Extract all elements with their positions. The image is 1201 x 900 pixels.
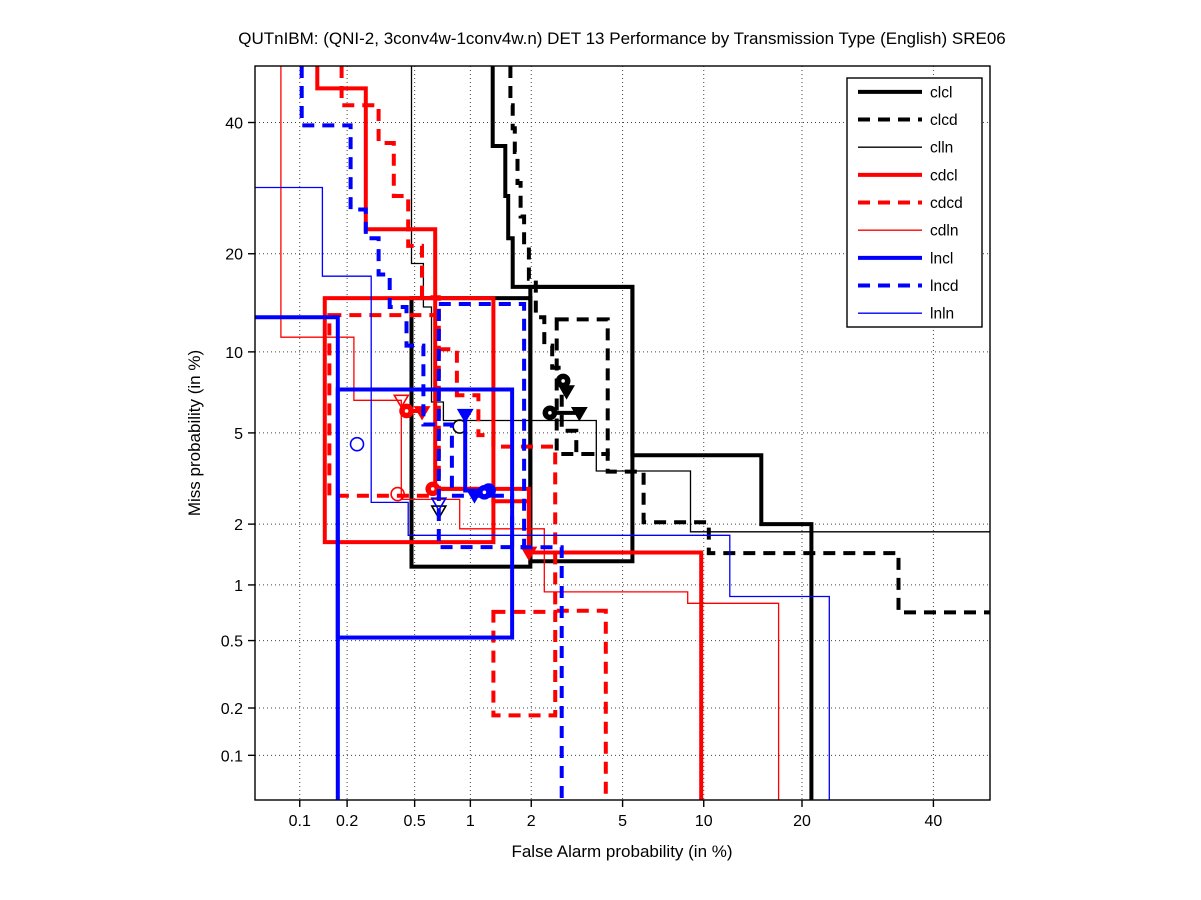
marker-triangle-clcd xyxy=(558,385,575,400)
legend-label-lncl: lncl xyxy=(930,250,953,267)
marker-triangle-cdln xyxy=(392,394,410,409)
marker-triangle-lncd xyxy=(466,489,483,504)
x-tick-label: 0.1 xyxy=(289,813,311,830)
tick-label-layer: 0.1 0.2 0.5 1 2 5 10 20 40 0.1 0.2 0.5 1 2 5 10 20 40 xyxy=(221,116,943,830)
y-tick-label: 0.5 xyxy=(221,634,243,651)
legend-label-clln: clln xyxy=(930,140,953,157)
dcf-box-lncl xyxy=(335,387,515,640)
x-tick-label: 40 xyxy=(925,813,943,830)
x-tick-label: 1 xyxy=(466,813,475,830)
x-tick-label: 20 xyxy=(793,813,811,830)
axes-frame xyxy=(248,65,991,807)
legend-label-lnln: lnln xyxy=(930,306,954,323)
marker-circle-lnln xyxy=(349,436,365,452)
x-tick-label: 0.5 xyxy=(404,813,426,830)
legend-label-clcl: clcl xyxy=(930,84,952,101)
dcf-box-clcd xyxy=(554,317,610,456)
marker-circle-center-clcl xyxy=(548,411,552,415)
det-series-clcd xyxy=(508,66,990,615)
det-series-clcl xyxy=(409,66,814,800)
det-series-lnln xyxy=(255,186,830,800)
y-tick-label: 10 xyxy=(225,345,243,362)
marker-circle-center-cdcd xyxy=(430,487,435,491)
det-curve-lncl xyxy=(255,315,340,800)
det-curve-clln xyxy=(410,66,990,533)
y-tick-label: 2 xyxy=(234,517,243,534)
dcf-connector-lncl xyxy=(463,414,489,493)
dcf-box-cdcd xyxy=(491,609,558,718)
marker-triangle-lnln xyxy=(430,497,448,512)
legend-label-clcd: clcd xyxy=(930,112,958,129)
y-tick-label: 1 xyxy=(234,578,243,595)
marker-triangle-lncl xyxy=(456,408,474,424)
det-curve-lnln xyxy=(255,186,830,800)
det-curve-cdln xyxy=(280,66,780,800)
marker-circle-center-cdcl xyxy=(404,409,409,413)
y-axis-label: Miss probability (in %) xyxy=(185,350,204,516)
det-series-lncd xyxy=(299,66,564,800)
det-curve-lncd xyxy=(299,66,564,800)
dcf-box-lncd xyxy=(436,301,527,550)
dcf-box-cdcd xyxy=(327,313,441,498)
det-series-cdln xyxy=(280,66,780,800)
det-series-lncl xyxy=(255,315,515,800)
x-axis-label: False Alarm probability (in %) xyxy=(511,842,732,861)
legend-label-lncd: lncd xyxy=(930,278,958,295)
y-tick-label: 5 xyxy=(234,426,243,443)
marker-circle-center-clcd xyxy=(561,379,565,383)
x-tick-label: 0.2 xyxy=(336,813,358,830)
chart-title: QUTnIBM: (QNI-2, 3conv4w-1conv4w.n) DET … xyxy=(238,29,1006,48)
marker-circle-center-lncd xyxy=(482,490,487,495)
dcf-box-cdcl xyxy=(322,296,496,545)
x-tick-label: 10 xyxy=(695,813,713,830)
dcf-box-clcl xyxy=(528,284,635,564)
marker-circle-cdln xyxy=(390,486,405,502)
x-tick-label: 2 xyxy=(527,813,536,830)
legend: clcl clcd clln cdcl cdcd cdln lncl lncd lnln xyxy=(846,77,983,328)
legend-label-cdln: cdln xyxy=(930,223,958,240)
det-curve-clcd xyxy=(508,66,990,615)
x-tick-label: 5 xyxy=(618,813,627,830)
y-tick-label: 0.1 xyxy=(221,748,243,765)
marker-triangle-clcl xyxy=(570,407,588,422)
marker-triangle-clln xyxy=(430,505,448,520)
det-curve-cdcd xyxy=(339,66,608,800)
y-tick-label: 0.2 xyxy=(221,701,243,718)
series-layer xyxy=(255,66,990,800)
plot-frame xyxy=(254,65,991,801)
y-tick-label: 40 xyxy=(225,116,243,133)
legend-label-cdcd: cdcd xyxy=(930,195,963,212)
legend-label-cdcl: cdcl xyxy=(930,167,958,184)
det-curve-clcl xyxy=(490,66,814,800)
y-tick-label: 20 xyxy=(225,247,243,264)
